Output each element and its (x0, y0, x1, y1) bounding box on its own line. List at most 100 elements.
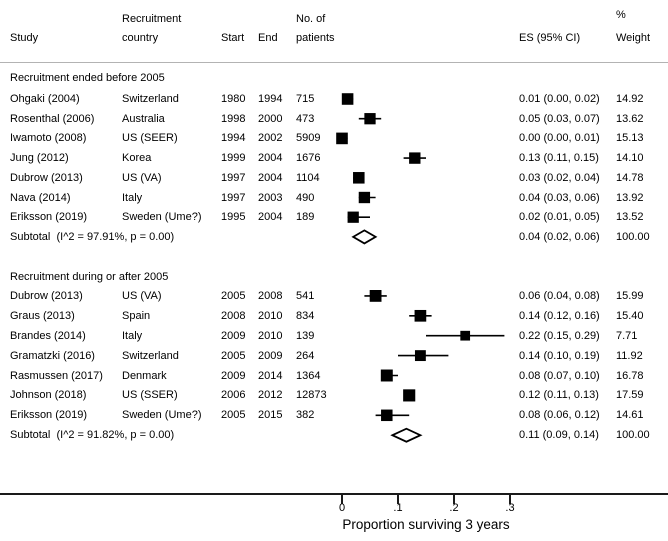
study-weight: 14.10 (616, 152, 644, 165)
study-name: Ohgaki (2004) (10, 93, 80, 105)
study-end-year: 1994 (258, 93, 283, 105)
study-end-year: 2004 (258, 152, 283, 165)
study-name: Iwamoto (2008) (10, 132, 87, 145)
col-header-weight-line1: % (616, 9, 626, 21)
study-country: Italy (122, 329, 143, 342)
study-end-year: 2010 (258, 309, 283, 322)
study-country: US (VA) (122, 289, 162, 302)
study-patients: 189 (296, 211, 315, 224)
x-tick-label: 0 (338, 502, 346, 514)
study-es-ci: 0.06 (0.04, 0.08) (519, 289, 600, 302)
study-weight: 14.78 (616, 171, 644, 184)
x-tick-label: .3 (505, 502, 515, 514)
study-es-ci: 0.22 (0.15, 0.29) (519, 329, 600, 342)
study-weight: 15.13 (616, 132, 644, 145)
study-start-year: 2005 (221, 409, 246, 422)
effect-square (353, 172, 365, 184)
x-tick-label: .1 (393, 502, 403, 514)
study-name: Gramatzki (2016) (10, 349, 95, 362)
study-start-year: 1997 (221, 191, 246, 204)
study-weight: 15.99 (616, 289, 644, 302)
study-weight: 16.78 (616, 369, 644, 382)
study-country: Australia (122, 112, 165, 125)
study-end-year: 2012 (258, 389, 283, 402)
study-patients: 1676 (296, 152, 321, 165)
study-name: Rasmussen (2017) (10, 369, 103, 382)
x-tick-label: .2 (449, 502, 459, 514)
study-start-year: 2005 (221, 289, 246, 302)
study-weight: 7.71 (616, 329, 638, 342)
study-es-ci: 0.14 (0.12, 0.16) (519, 309, 600, 322)
effect-square (403, 389, 416, 402)
study-es-ci: 0.01 (0.00, 0.02) (519, 93, 600, 105)
col-header-study: Study (10, 32, 39, 44)
study-es-ci: 0.05 (0.03, 0.07) (519, 112, 600, 125)
study-patients: 473 (296, 112, 315, 125)
study-patients: 382 (296, 409, 315, 422)
col-header-es-ci: ES (95% CI) (519, 32, 581, 44)
study-end-year: 2008 (258, 289, 283, 302)
subtotal-es-ci: 0.04 (0.02, 0.06) (519, 230, 600, 243)
study-end-year: 2003 (258, 191, 283, 204)
study-end-year: 2010 (258, 329, 283, 342)
subtotal-weight: 100.00 (616, 429, 650, 442)
study-patients: 139 (296, 329, 315, 342)
study-name: Dubrow (2013) (10, 289, 83, 302)
col-header-country-line2: country (122, 32, 159, 44)
study-patients: 5909 (296, 132, 321, 145)
study-start-year: 2006 (221, 389, 246, 402)
study-es-ci: 0.02 (0.01, 0.05) (519, 211, 600, 224)
study-weight: 11.92 (616, 349, 643, 362)
study-patients: 12873 (296, 389, 327, 402)
study-weight: 17.59 (616, 389, 644, 402)
effect-square (414, 309, 427, 322)
study-country: US (VA) (122, 171, 162, 184)
col-header-start: Start (221, 32, 245, 44)
x-tick (509, 495, 511, 504)
study-patients: 834 (296, 309, 315, 322)
study-es-ci: 0.08 (0.06, 0.12) (519, 409, 600, 422)
study-es-ci: 0.13 (0.11, 0.15) (519, 152, 599, 165)
effect-square (336, 132, 348, 145)
study-start-year: 1980 (221, 93, 246, 105)
study-es-ci: 0.00 (0.00, 0.01) (519, 132, 600, 145)
study-weight: 13.52 (616, 211, 644, 224)
effect-square (380, 369, 393, 382)
study-name: Johnson (2018) (10, 389, 87, 402)
study-country: Korea (122, 152, 152, 165)
col-header-patients-line2: patients (296, 32, 335, 44)
header-divider-line (0, 62, 668, 63)
study-start-year: 1997 (221, 171, 246, 184)
subtotal-label: Subtotal (I^2 = 91.82%, p = 0.00) (10, 429, 175, 442)
col-header-patients-line1: No. of (296, 13, 326, 25)
study-end-year: 2004 (258, 171, 283, 184)
effect-square (369, 290, 382, 302)
study-start-year: 2009 (221, 369, 246, 382)
study-end-year: 2002 (258, 132, 283, 145)
col-header-country-line1: Recruitment (122, 13, 182, 25)
study-patients: 490 (296, 191, 315, 204)
study-country: Spain (122, 309, 151, 322)
effect-square (409, 152, 421, 164)
study-end-year: 2000 (258, 112, 283, 125)
x-axis-line (0, 493, 668, 495)
study-es-ci: 0.04 (0.03, 0.06) (519, 191, 600, 204)
x-axis-title: Proportion surviving 3 years (342, 517, 510, 532)
study-end-year: 2004 (258, 211, 283, 224)
col-header-end: End (258, 32, 278, 44)
study-name: Eriksson (2019) (10, 409, 88, 422)
study-es-ci: 0.03 (0.02, 0.04) (519, 171, 600, 184)
study-weight: 14.61 (616, 409, 644, 422)
study-name: Rosenthal (2006) (10, 112, 95, 125)
effect-square (341, 93, 354, 105)
study-start-year: 2009 (221, 329, 246, 342)
study-start-year: 1994 (221, 132, 246, 145)
study-start-year: 1995 (221, 211, 246, 224)
study-start-year: 1998 (221, 112, 246, 125)
subtotal-weight: 100.00 (616, 230, 650, 243)
study-weight: 13.62 (616, 112, 644, 125)
effect-square (347, 211, 359, 223)
subtotal-es-ci: 0.11 (0.09, 0.14) (519, 429, 599, 442)
study-patients: 1364 (296, 369, 321, 382)
